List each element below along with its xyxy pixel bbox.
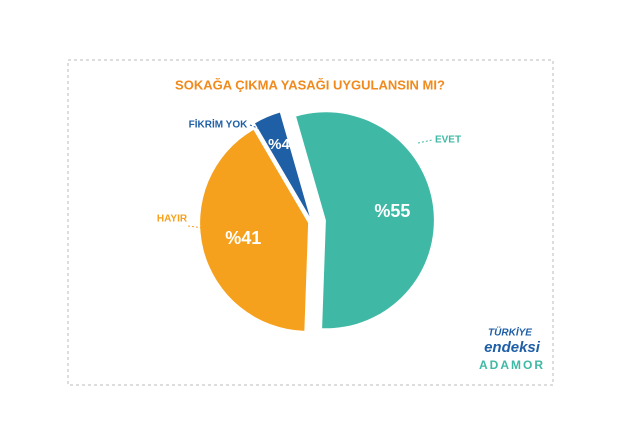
chart-title: SOKAĞA ÇIKMA YASAĞI UYGULANSIN MI? (175, 77, 445, 92)
logo-brand: ADAMOR (479, 358, 545, 372)
value-label: %4 (268, 136, 290, 153)
value-label: %41 (225, 228, 261, 248)
pie-slice (254, 112, 310, 217)
logo-line1: TÜRKİYE (488, 326, 532, 339)
value-label: %55 (374, 201, 410, 221)
logo-line2: endeksi (484, 339, 541, 356)
frame (67, 59, 554, 386)
leader-line (187, 225, 205, 229)
pie-slice (296, 112, 434, 329)
leader-line (417, 139, 433, 144)
category-label: FİKRİM YOK (189, 118, 248, 131)
category-label: HAYIR (157, 214, 188, 225)
logo: TÜRKİYE endeksi ADAMOR (479, 326, 545, 373)
category-label: EVET (435, 135, 461, 146)
leader-line (249, 124, 269, 133)
pie-slice (200, 129, 309, 331)
